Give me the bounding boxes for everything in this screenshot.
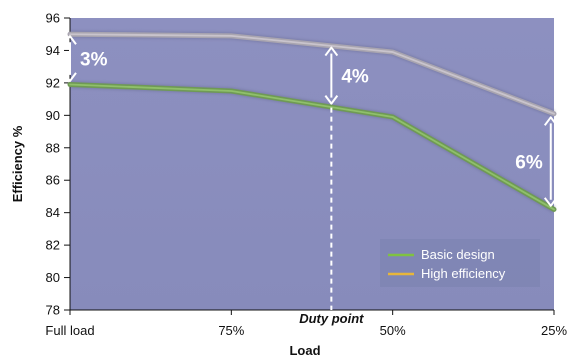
x-axis-title: Load <box>289 343 320 358</box>
gap-arrow-2: 4% <box>324 46 369 105</box>
duty-point-label: Duty point <box>299 311 364 326</box>
y-tick-label: 78 <box>46 303 60 318</box>
y-tick-label: 86 <box>46 173 60 188</box>
x-axis: Full load 75% 50% 25% <box>45 309 567 338</box>
y-tick-label: 88 <box>46 140 60 155</box>
y-tick-label: 92 <box>46 75 60 90</box>
x-tick-label: 50% <box>380 323 406 338</box>
legend: Basic design High efficiency <box>380 239 540 287</box>
gap-arrow-head-down <box>543 197 558 207</box>
gap-arrow-3: 6% <box>515 116 558 207</box>
y-tick-label: 90 <box>46 108 60 123</box>
annotation-layer: Duty point 3% 4% 6% <box>63 35 558 326</box>
y-tick-label: 84 <box>46 205 60 220</box>
y-axis: 78 80 82 84 86 88 90 92 94 96 <box>46 11 71 318</box>
gap-arrow-head-up <box>543 116 558 126</box>
y-tick-label: 94 <box>46 43 60 58</box>
gap-arrow-head-up <box>63 35 77 45</box>
legend-box <box>380 239 540 287</box>
y-axis-title: Efficiency % <box>10 125 25 202</box>
gap-label: 4% <box>341 67 369 88</box>
y-tick-label: 82 <box>46 238 60 253</box>
legend-label-basic-design: Basic design <box>421 247 495 262</box>
gap-arrow-head-up <box>324 46 339 57</box>
x-tick-label: 75% <box>218 323 244 338</box>
series-highlight-basic-design <box>69 83 555 211</box>
legend-label-high-efficiency: High efficiency <box>421 266 506 281</box>
series-highlight-high-efficiency <box>69 33 555 115</box>
gap-arrow-head-down <box>324 95 339 105</box>
series-layer <box>67 30 557 213</box>
gap-arrow-1: 3% <box>63 35 108 82</box>
gap-arrow-head-down <box>63 72 77 82</box>
y-tick-label: 96 <box>46 11 60 26</box>
x-tick-label: 25% <box>541 323 567 338</box>
gap-label: 3% <box>80 50 108 71</box>
x-tick-label: Full load <box>45 323 94 338</box>
y-tick-label: 80 <box>46 270 60 285</box>
gap-label: 6% <box>515 153 543 174</box>
